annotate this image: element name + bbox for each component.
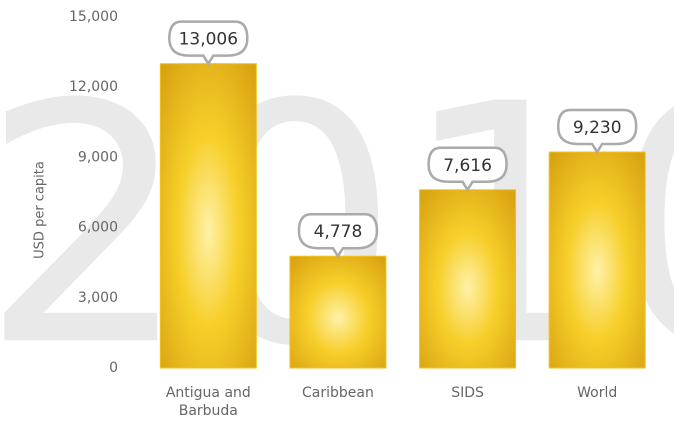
callout-bubble bbox=[427, 146, 508, 193]
x-tick-label: World bbox=[577, 385, 618, 401]
value-label: 4,778 bbox=[314, 222, 363, 242]
callout-bubble bbox=[168, 20, 249, 67]
x-tick-label: Antigua and Barbuda bbox=[165, 385, 251, 419]
value-label: 13,006 bbox=[179, 30, 238, 50]
callout-bubble bbox=[297, 212, 379, 259]
value-label: 9,230 bbox=[573, 118, 622, 138]
y-axis-label: USD per capita bbox=[33, 161, 48, 259]
callout-bubble bbox=[556, 108, 638, 155]
value-label: 7,616 bbox=[443, 156, 492, 176]
x-tick-label: SIDS bbox=[451, 385, 484, 401]
bar bbox=[548, 151, 646, 369]
y-tick-label: 0 bbox=[109, 360, 118, 376]
y-tick-label: 3,000 bbox=[78, 290, 118, 306]
y-tick-label: 15,000 bbox=[69, 9, 118, 25]
bar bbox=[289, 255, 387, 369]
y-tick-label: 6,000 bbox=[78, 220, 118, 236]
x-tick-label: Caribbean bbox=[302, 385, 374, 401]
y-tick-label: 12,000 bbox=[69, 79, 118, 95]
bar bbox=[419, 189, 517, 369]
bar bbox=[159, 63, 257, 369]
y-tick-label: 9,000 bbox=[78, 149, 118, 165]
